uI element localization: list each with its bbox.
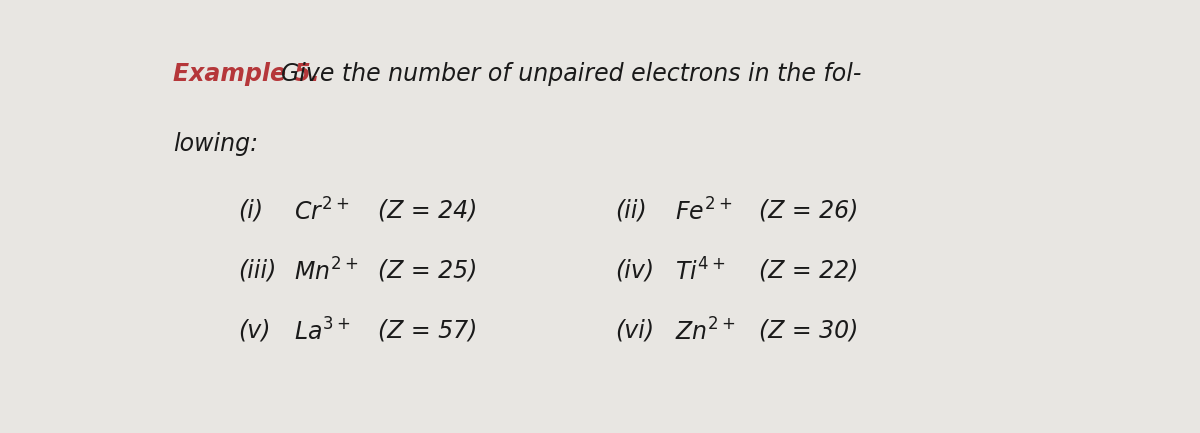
Text: (iii): (iii) bbox=[239, 259, 277, 283]
Text: Example 5.: Example 5. bbox=[173, 62, 320, 86]
Text: (ii): (ii) bbox=[616, 199, 647, 223]
Text: (Z = 26): (Z = 26) bbox=[760, 199, 858, 223]
Text: (vi): (vi) bbox=[616, 319, 654, 343]
Text: $\it{Cr}^{\mathsf{2+}}$: $\it{Cr}^{\mathsf{2+}}$ bbox=[294, 199, 349, 226]
Text: $\it{Zn}^{\mathsf{2+}}$: $\it{Zn}^{\mathsf{2+}}$ bbox=[676, 319, 736, 346]
Text: (Z = 25): (Z = 25) bbox=[378, 259, 478, 283]
Text: $\it{Fe}^{\mathsf{2+}}$: $\it{Fe}^{\mathsf{2+}}$ bbox=[676, 199, 732, 226]
Text: (Z = 30): (Z = 30) bbox=[760, 319, 858, 343]
Text: (v): (v) bbox=[239, 319, 271, 343]
Text: lowing:: lowing: bbox=[173, 132, 258, 156]
Text: (Z = 57): (Z = 57) bbox=[378, 319, 478, 343]
Text: (Z = 24): (Z = 24) bbox=[378, 199, 478, 223]
Text: (iv): (iv) bbox=[616, 259, 654, 283]
Text: (Z = 22): (Z = 22) bbox=[760, 259, 858, 283]
Text: $\it{Mn}^{\mathsf{2+}}$: $\it{Mn}^{\mathsf{2+}}$ bbox=[294, 259, 359, 286]
Text: (i): (i) bbox=[239, 199, 264, 223]
Text: Give the number of unpaired electrons in the fol-: Give the number of unpaired electrons in… bbox=[266, 62, 862, 86]
Text: $\it{Ti}^{\mathsf{4+}}$: $\it{Ti}^{\mathsf{4+}}$ bbox=[676, 259, 726, 286]
Text: $\it{La}^{\mathsf{3+}}$: $\it{La}^{\mathsf{3+}}$ bbox=[294, 319, 350, 346]
